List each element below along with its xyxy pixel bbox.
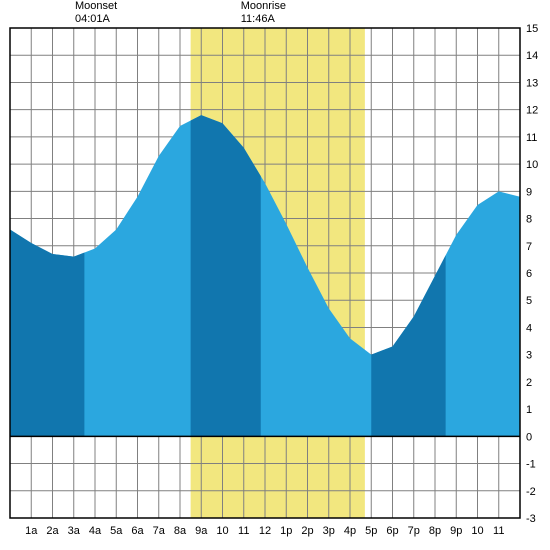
x-tick-label: 8a — [174, 525, 187, 537]
y-tick-label: -1 — [526, 459, 536, 471]
x-tick-label: 11 — [238, 525, 249, 537]
y-tick-label: 3 — [526, 350, 532, 362]
y-tick-label: -2 — [526, 486, 536, 498]
tide-chart: Moonset04:01AMoonrise11:46A 151413121110… — [0, 0, 550, 550]
y-tick-label: 9 — [526, 186, 532, 198]
moon-label-time: 04:01A — [75, 13, 117, 26]
y-tick-label: 8 — [526, 214, 532, 226]
y-tick-label: 0 — [526, 431, 532, 443]
x-tick-label: 3a — [68, 525, 81, 537]
x-tick-label: 10 — [471, 525, 483, 537]
y-tick-label: 6 — [526, 268, 532, 280]
y-tick-label: 14 — [526, 50, 538, 62]
x-tick-label: 12 — [259, 525, 271, 537]
x-tick-label: 7p — [408, 525, 420, 537]
y-tick-label: 7 — [526, 241, 532, 253]
y-tick-label: 11 — [526, 132, 537, 144]
y-tick-label: 2 — [526, 377, 532, 389]
x-tick-label: 6p — [386, 525, 398, 537]
y-tick-label: -3 — [526, 513, 536, 525]
y-tick-label: 12 — [526, 105, 538, 117]
x-tick-label: 10 — [216, 525, 228, 537]
moon-label-title: Moonset — [75, 0, 117, 13]
moon-labels: Moonset04:01A Moonrise11:46A — [0, 0, 550, 28]
y-tick-label: 13 — [526, 77, 538, 89]
x-tick-label: 1p — [280, 525, 292, 537]
x-tick-label: 11 — [493, 525, 504, 537]
x-tick-label: 3p — [323, 525, 335, 537]
x-tick-label: 4a — [89, 525, 102, 537]
x-tick-label: 2a — [46, 525, 59, 537]
x-tick-label: 6a — [131, 525, 144, 537]
x-tick-label: 9a — [195, 525, 208, 537]
moon-label: Moonrise11:46A — [241, 0, 286, 26]
x-tick-label: 7a — [153, 525, 166, 537]
chart-plot: 1514131211109876543210-1-2-31a2a3a4a5a6a… — [0, 0, 550, 550]
x-tick-label: 8p — [429, 525, 441, 537]
moon-label-time: 11:46A — [241, 13, 286, 26]
y-tick-label: 5 — [526, 295, 532, 307]
x-tick-label: 5a — [110, 525, 123, 537]
x-tick-label: 4p — [344, 525, 356, 537]
x-tick-label: 9p — [450, 525, 462, 537]
moon-label-title: Moonrise — [241, 0, 286, 13]
x-tick-label: 2p — [301, 525, 313, 537]
x-tick-label: 5p — [365, 525, 377, 537]
y-tick-label: 4 — [526, 322, 532, 334]
moon-label: Moonset04:01A — [75, 0, 117, 26]
x-tick-label: 1a — [25, 525, 38, 537]
y-tick-label: 1 — [526, 404, 532, 416]
y-tick-label: 10 — [526, 159, 538, 171]
